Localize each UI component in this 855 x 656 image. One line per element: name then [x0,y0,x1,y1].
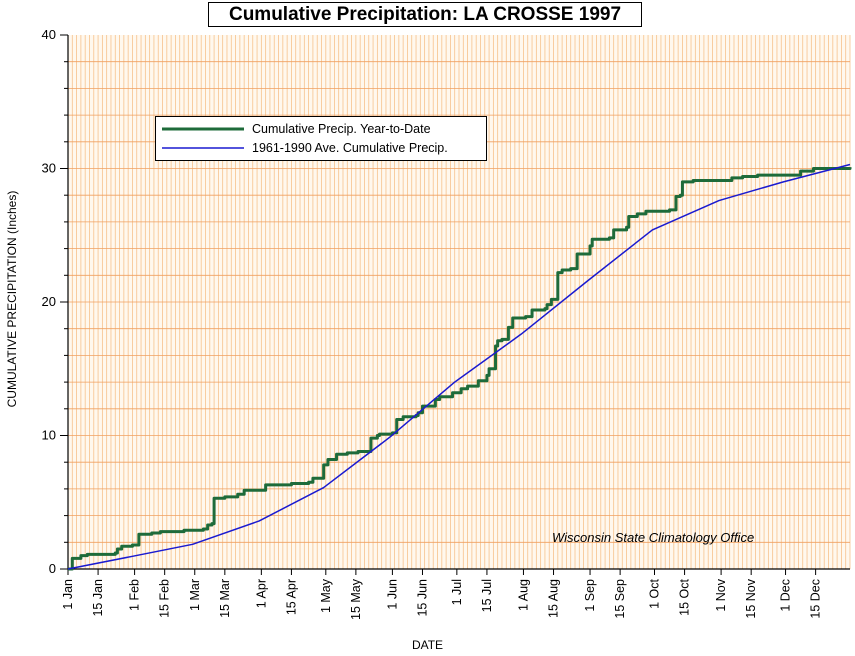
x-tick-label: 1 Jun [385,579,399,610]
x-tick-label: 15 Apr [284,579,298,615]
x-tick-label: 1 May [319,578,333,613]
x-tick-label: 1 Aug [516,579,530,611]
credit-annotation: Wisconsin State Climatology Office [552,530,755,545]
x-tick-label: 1 Sep [583,579,597,612]
x-tick-label: 15 Nov [744,578,758,618]
x-axis-label: DATE [411,638,444,652]
chart-title-text: Cumulative Precipitation: LA CROSSE 1997 [228,3,622,25]
x-tick-label: 15 Jun [415,579,429,617]
x-tick-label: 1 Feb [128,579,142,611]
series-line-average [67,163,851,570]
x-tick-label: 15 Jan [91,579,105,617]
x-tick-label: 1 Apr [254,579,268,608]
chart-title: Cumulative Precipitation: LA CROSSE 1997 [208,2,642,27]
x-tick-label: 1 Jan [61,579,75,610]
x-tick-label: 15 Sep [613,579,627,619]
y-tick-label: 10 [42,428,56,443]
x-tick-label: 15 Mar [218,579,232,618]
x-tick-label: 15 Feb [158,579,172,618]
x-tick-label: 15 May [349,578,363,620]
x-tick-label: 1 Nov [714,578,728,611]
legend-entry-ytd: Cumulative Precip. Year-to-Date [162,120,431,138]
y-tick-label: 40 [42,27,56,42]
x-tick-label: 1 Jul [450,579,464,605]
x-tick-label: 15 Oct [678,578,692,615]
series-group [67,163,852,571]
y-tick-label: 30 [42,161,56,176]
x-tick-label: 15 Jul [480,579,494,612]
x-tick-label: 1 Oct [648,578,662,608]
y-tick-label: 20 [42,294,56,309]
x-tick-label: 15 Dec [809,579,823,619]
y-tick-label: 0 [49,561,56,576]
ticks: 0 10 20 30 40 1 Jan 15 Jan 1 Feb 15 Feb 1 Mar 15 M… [42,27,823,620]
legend-label-average: 1961-1990 Ave. Cumulative Precip. [252,141,448,155]
x-tick-label: 15 Aug [547,579,561,618]
y-axis-label: CUMULATIVE PRECIPITATION (Inches) [5,190,19,408]
legend-label-ytd: Cumulative Precip. Year-to-Date [252,122,431,136]
legend-swatch-average [162,147,244,149]
legend-swatch-ytd [162,127,244,131]
series-line-ytd [68,167,852,571]
legend-entry-average: 1961-1990 Ave. Cumulative Precip. [162,139,448,157]
x-tick-label: 1 Mar [188,579,202,611]
x-tick-label: 1 Dec [779,579,793,612]
legend: Cumulative Precip. Year-to-Date 1961-199… [155,116,487,161]
